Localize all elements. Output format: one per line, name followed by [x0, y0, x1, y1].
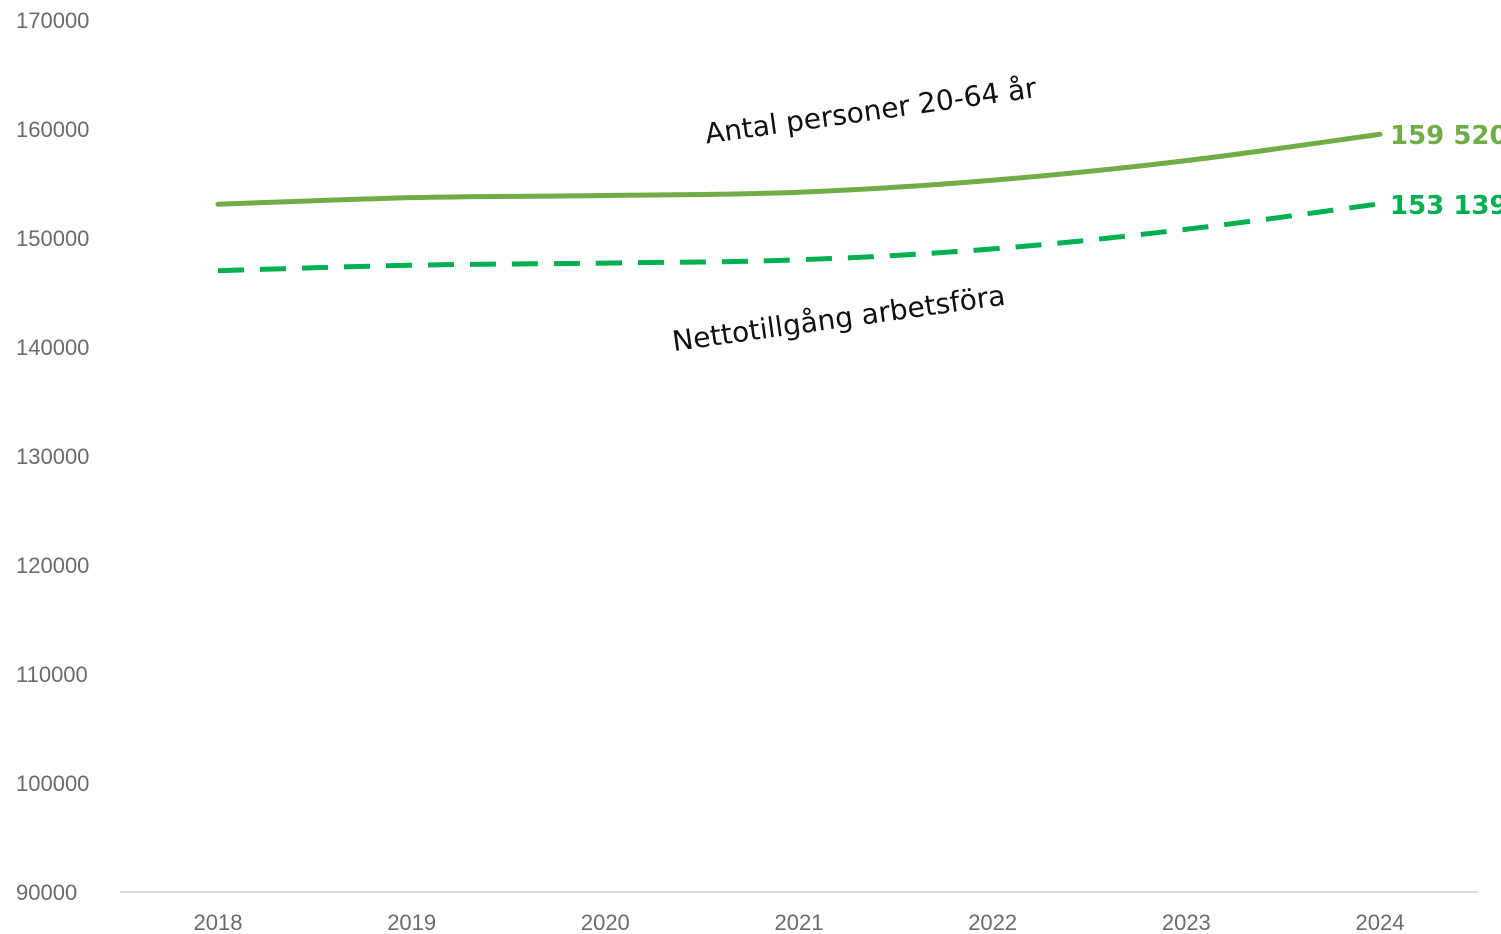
y-tick-label: 160000 — [16, 117, 89, 142]
y-tick-label: 130000 — [16, 444, 89, 469]
series-label-nettotillgang: Nettotillgång arbetsföra — [670, 279, 1007, 358]
x-tick-label: 2021 — [775, 910, 824, 934]
y-tick-label: 150000 — [16, 226, 89, 251]
series-label-antal-personer: Antal personer 20-64 år — [703, 71, 1039, 150]
y-tick-label: 90000 — [16, 880, 77, 905]
x-tick-label: 2022 — [968, 910, 1017, 934]
series-lines — [215, 131, 1383, 274]
series-line-nettotillgang — [217, 201, 1381, 274]
y-tick-label: 100000 — [16, 771, 89, 796]
y-tick-label: 170000 — [16, 8, 89, 33]
x-tick-label: 2019 — [387, 910, 436, 934]
end-value-label-antal-personer: 159 520 — [1390, 121, 1501, 151]
x-tick-label: 2024 — [1356, 910, 1405, 934]
y-axis-ticks: 90000 100000 110000 120000 130000 140000 15000… — [16, 8, 89, 905]
y-tick-label: 140000 — [16, 335, 89, 360]
y-tick-label: 120000 — [16, 553, 89, 578]
x-tick-label: 2018 — [194, 910, 243, 934]
x-axis-ticks: 2018 2019 2020 2021 2022 2023 2024 — [194, 910, 1405, 934]
x-tick-label: 2020 — [581, 910, 630, 934]
series-line-antal-personer — [215, 131, 1383, 207]
end-value-label-nettotillgang: 153 139 — [1390, 191, 1501, 221]
x-tick-label: 2023 — [1162, 910, 1211, 934]
y-tick-label: 110000 — [16, 662, 88, 687]
